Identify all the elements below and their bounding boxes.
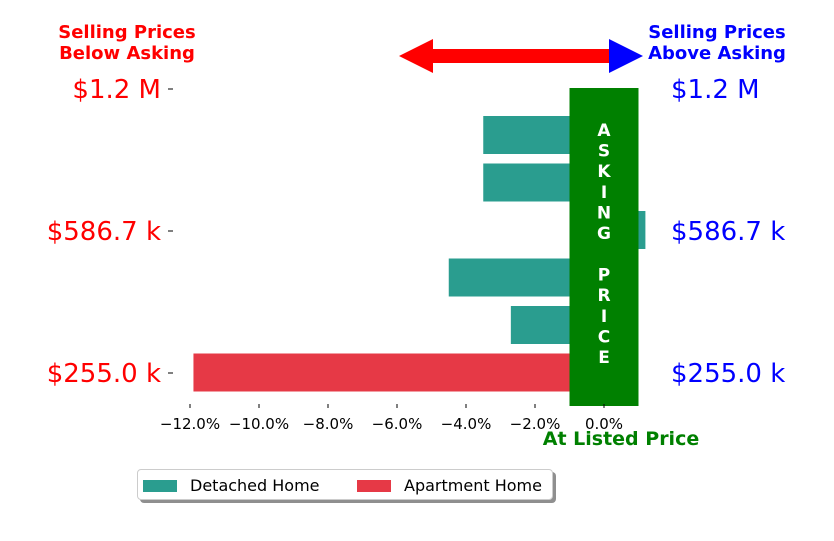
right-title-line-1: Above Asking — [648, 43, 786, 64]
x-tick-label-4: −4.0% — [441, 415, 492, 433]
y-tick-label-left-1: $586.7 k — [47, 217, 161, 247]
asking-price-band — [569, 88, 639, 406]
x-tick-label-6: 0.0% — [585, 415, 623, 433]
at-listed-price-label: At Listed Price — [543, 428, 699, 450]
right-title-line-0: Selling Prices — [648, 22, 785, 43]
asking-price-char-5: G — [597, 224, 611, 244]
asking-price-char-4: N — [597, 203, 611, 223]
legend: Detached Home Apartment Home — [137, 469, 553, 500]
asking-price-char-3: I — [601, 183, 607, 203]
left-title-line-1: Below Asking — [59, 43, 195, 64]
legend-label-apartment: Apartment Home — [404, 476, 542, 495]
arrow-left-head — [399, 39, 433, 73]
asking-price-char-8: P — [598, 266, 610, 286]
legend-item-detached: Detached Home — [143, 476, 320, 495]
asking-price-char-0: A — [597, 121, 611, 141]
asking-price-char-1: S — [598, 142, 610, 162]
bar-5 — [193, 353, 604, 392]
y-tick-label-right-1: $586.7 k — [671, 217, 785, 247]
asking-price-char-9: R — [597, 286, 610, 306]
arrow-shaft — [433, 49, 615, 63]
asking-price-char-11: C — [598, 327, 610, 347]
x-tick-label-0: −12.0% — [160, 415, 220, 433]
legend-item-apartment: Apartment Home — [357, 476, 542, 495]
asking-price-char-2: K — [597, 162, 611, 182]
x-tick-label-1: −10.0% — [229, 415, 289, 433]
x-tick-label-5: −2.0% — [510, 415, 561, 433]
asking-price-char-12: E — [598, 348, 610, 368]
x-tick-label-3: −6.0% — [372, 415, 423, 433]
left-title-line-0: Selling Prices — [58, 22, 195, 43]
legend-swatch-apartment — [357, 479, 391, 492]
y-tick-label-right-2: $255.0 k — [671, 359, 785, 389]
arrow-right-head — [609, 39, 643, 73]
y-tick-label-left-0: $1.2 M — [72, 75, 161, 105]
legend-swatch-detached — [143, 479, 177, 492]
x-tick-label-2: −8.0% — [303, 415, 354, 433]
y-tick-label-left-2: $255.0 k — [47, 359, 161, 389]
asking-price-char-10: I — [601, 307, 607, 327]
legend-label-detached: Detached Home — [190, 476, 320, 495]
y-tick-label-right-0: $1.2 M — [671, 75, 760, 105]
